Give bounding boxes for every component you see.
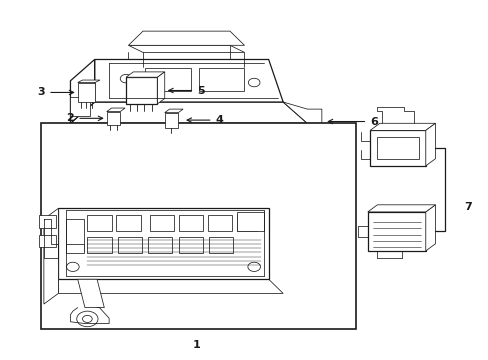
Polygon shape xyxy=(425,205,435,251)
Bar xyxy=(179,237,203,253)
Text: 5: 5 xyxy=(168,86,204,95)
Bar xyxy=(39,235,56,247)
Bar xyxy=(237,215,256,231)
Polygon shape xyxy=(58,279,283,293)
Circle shape xyxy=(248,78,260,87)
Bar xyxy=(369,130,425,166)
Bar xyxy=(118,237,142,253)
Text: 3: 3 xyxy=(38,87,74,98)
Polygon shape xyxy=(70,59,95,123)
Bar xyxy=(65,244,84,253)
Polygon shape xyxy=(367,205,435,212)
Bar xyxy=(70,97,90,116)
Polygon shape xyxy=(70,102,307,123)
Circle shape xyxy=(82,315,92,323)
Polygon shape xyxy=(126,72,164,77)
Polygon shape xyxy=(369,123,435,130)
Polygon shape xyxy=(367,212,425,251)
Polygon shape xyxy=(283,102,321,123)
Text: 4: 4 xyxy=(187,115,223,125)
Polygon shape xyxy=(106,108,125,112)
Bar xyxy=(41,123,355,329)
Polygon shape xyxy=(58,208,268,279)
Circle shape xyxy=(77,311,98,327)
Circle shape xyxy=(247,262,260,271)
Bar xyxy=(150,215,174,231)
Bar xyxy=(65,219,84,251)
Bar xyxy=(148,237,172,253)
Circle shape xyxy=(120,75,132,83)
Bar xyxy=(78,82,95,102)
Bar xyxy=(106,112,120,125)
Bar xyxy=(126,77,157,104)
Bar xyxy=(116,215,140,231)
Bar xyxy=(145,68,191,91)
Bar xyxy=(87,237,111,253)
Polygon shape xyxy=(44,208,58,304)
Text: 7: 7 xyxy=(464,202,471,212)
Bar xyxy=(377,138,418,159)
Bar xyxy=(198,68,244,91)
Polygon shape xyxy=(157,72,164,104)
Bar xyxy=(208,215,232,231)
Polygon shape xyxy=(78,279,104,307)
Polygon shape xyxy=(78,80,100,82)
Bar xyxy=(179,215,203,231)
Polygon shape xyxy=(128,45,244,53)
Text: 1: 1 xyxy=(192,340,200,350)
Text: 2: 2 xyxy=(66,113,102,123)
Polygon shape xyxy=(128,31,244,45)
Polygon shape xyxy=(95,59,283,102)
Bar xyxy=(164,113,178,127)
Text: 6: 6 xyxy=(327,117,377,126)
Bar xyxy=(237,212,264,231)
Bar xyxy=(39,215,56,228)
Circle shape xyxy=(66,262,79,271)
Polygon shape xyxy=(425,123,435,166)
Bar xyxy=(87,215,111,231)
Polygon shape xyxy=(164,109,183,113)
Bar xyxy=(209,237,233,253)
